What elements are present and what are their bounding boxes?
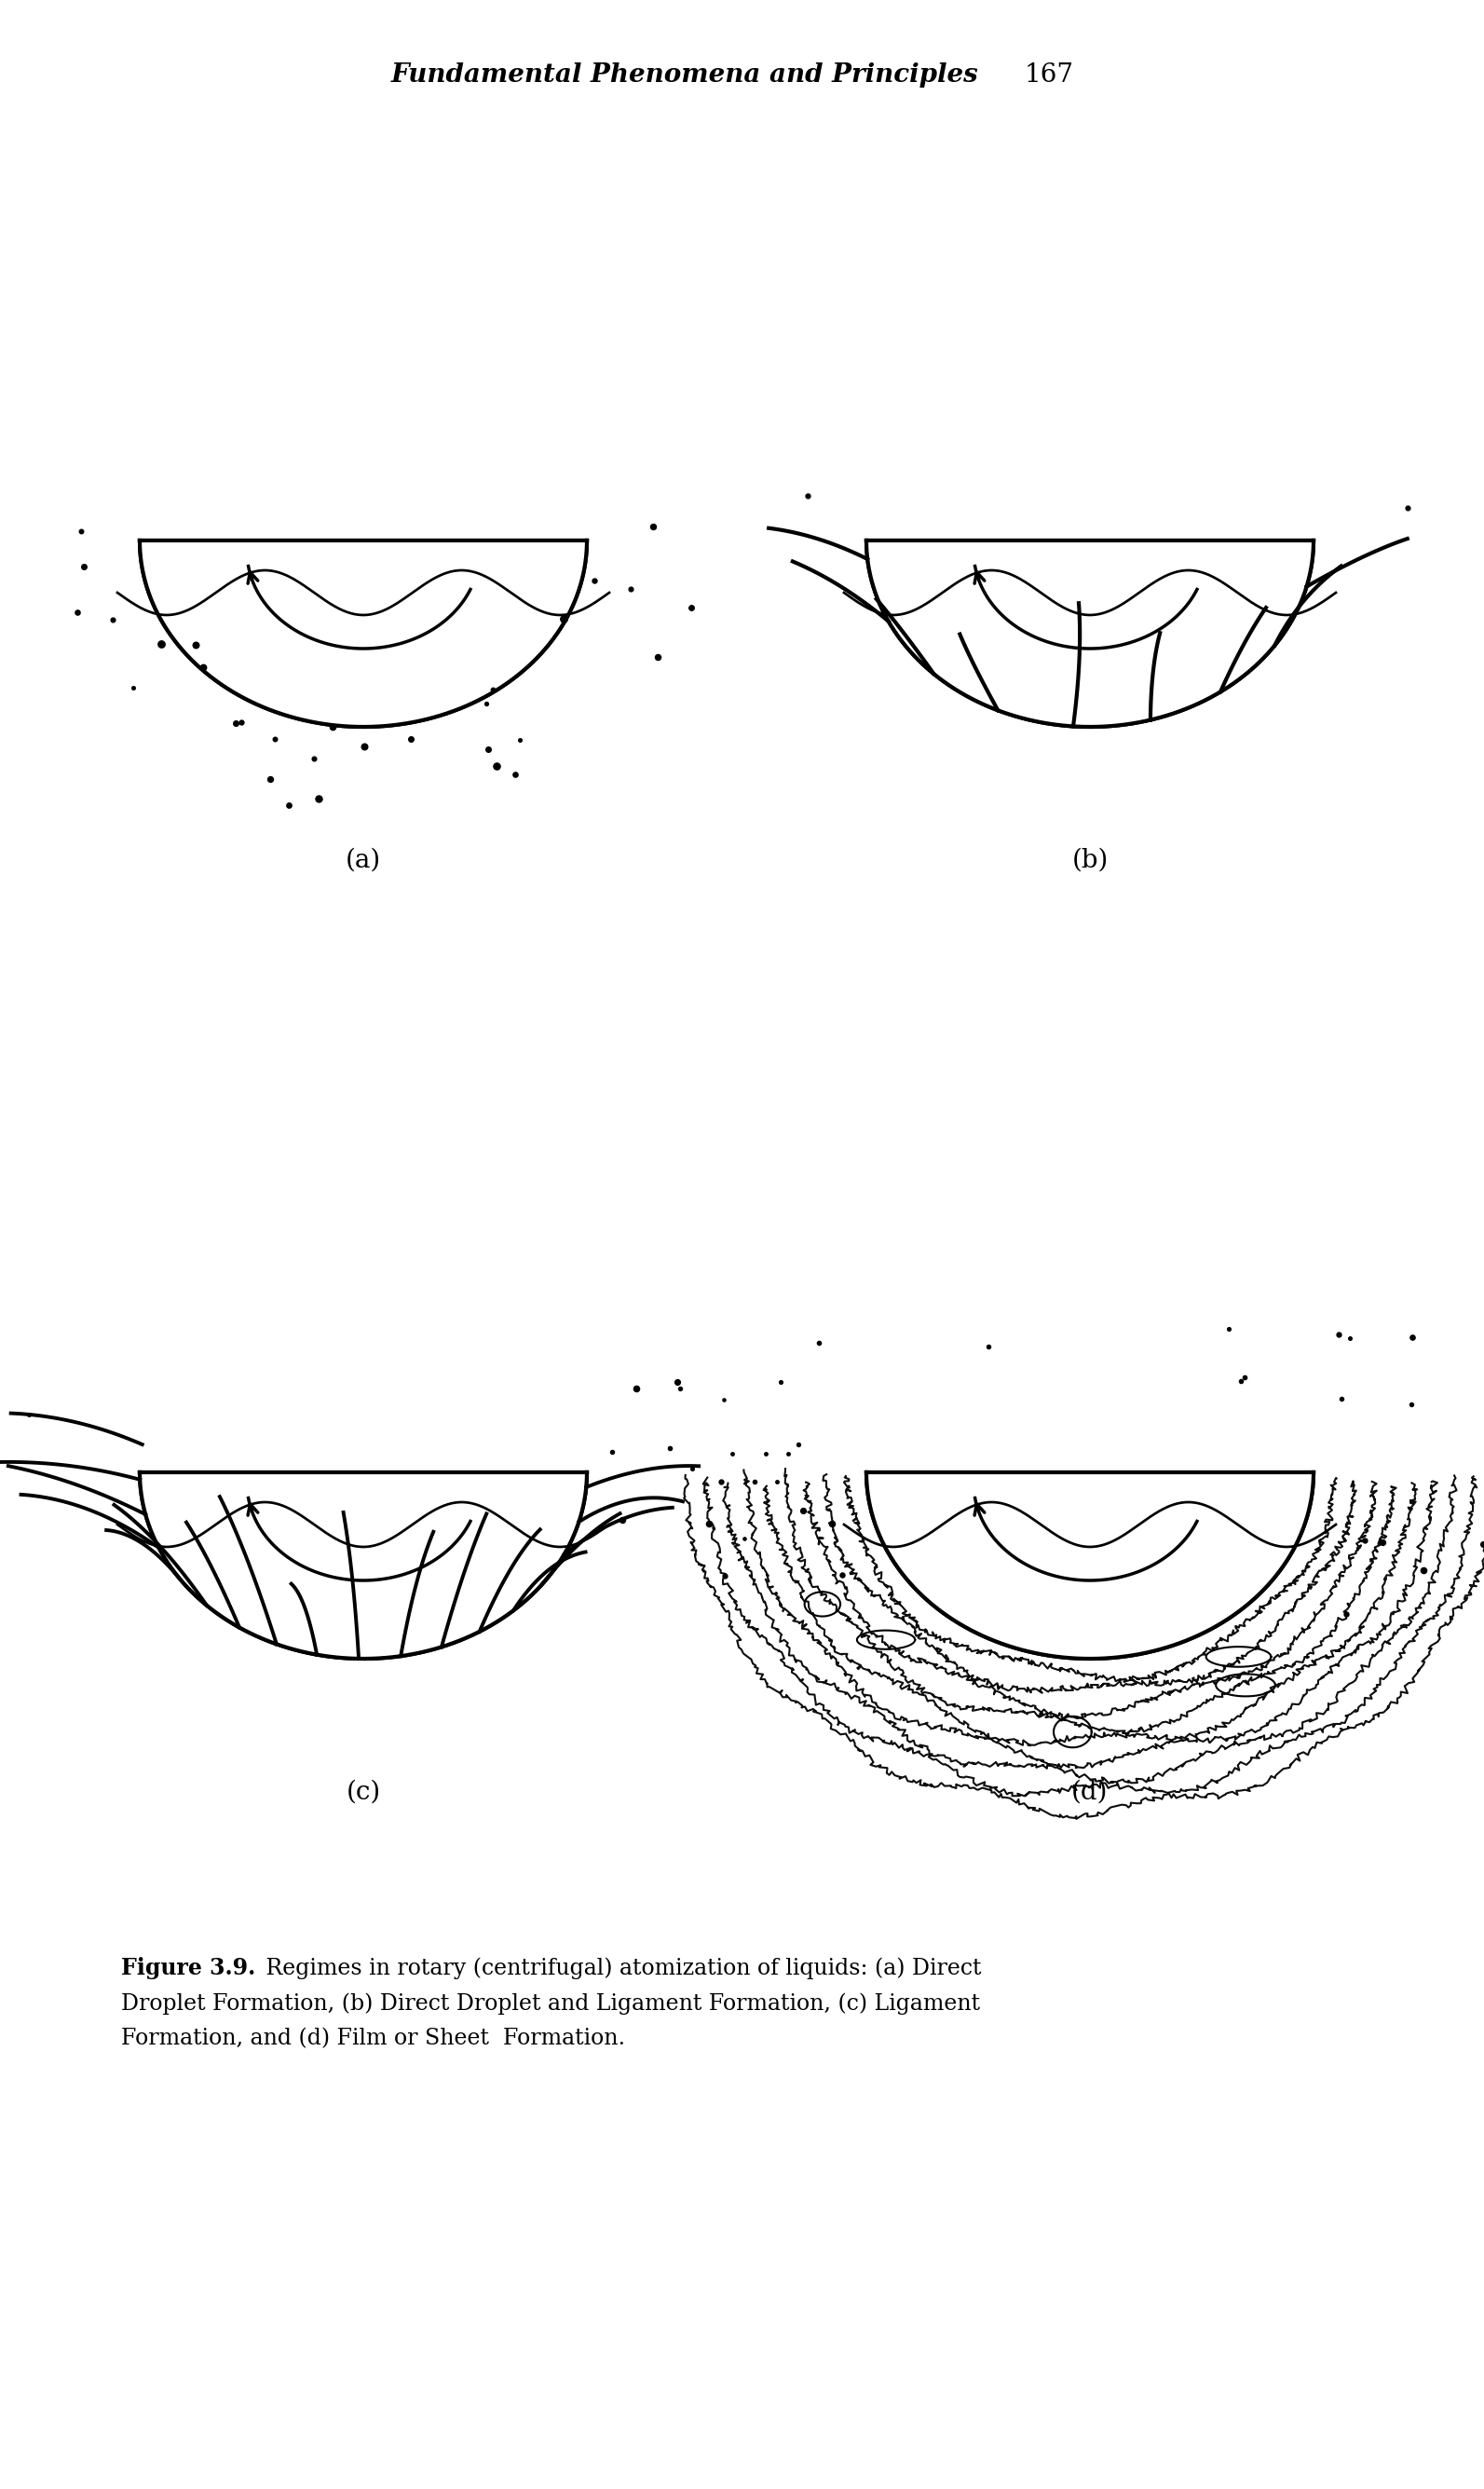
Text: Droplet Formation, (b) Direct Droplet and Ligament Formation, (c) Ligament: Droplet Formation, (b) Direct Droplet an… — [122, 1991, 979, 2014]
Polygon shape — [867, 1473, 1313, 1658]
Text: (d): (d) — [1071, 1780, 1109, 1805]
Text: Formation, and (d) Film or Sheet  Formation.: Formation, and (d) Film or Sheet Formati… — [122, 2029, 625, 2048]
Polygon shape — [867, 540, 1313, 727]
Text: 167: 167 — [1025, 62, 1074, 87]
Polygon shape — [139, 1473, 586, 1658]
Text: Fundamental Phenomena and Principles: Fundamental Phenomena and Principles — [390, 62, 978, 87]
Text: (c): (c) — [346, 1780, 381, 1805]
Text: Regimes in rotary (centrifugal) atomization of liquids: (a) Direct: Regimes in rotary (centrifugal) atomizat… — [260, 1956, 981, 1979]
Polygon shape — [139, 540, 586, 727]
Text: (a): (a) — [346, 849, 381, 874]
Text: (b): (b) — [1071, 849, 1109, 874]
Text: Figure 3.9.: Figure 3.9. — [122, 1956, 255, 1979]
